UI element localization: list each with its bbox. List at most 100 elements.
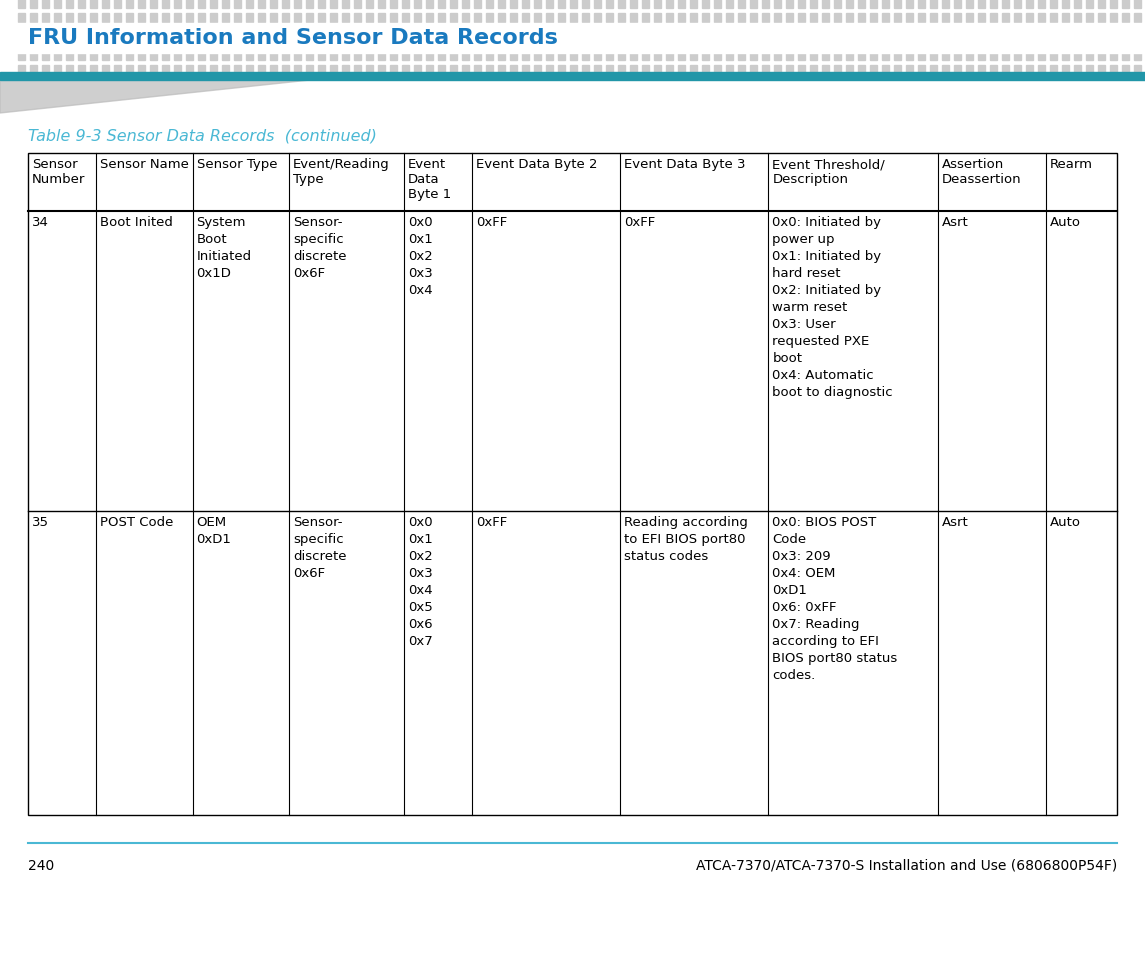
Bar bbox=[42, 0, 49, 9]
Bar bbox=[918, 0, 925, 9]
Bar bbox=[258, 28, 264, 37]
Bar bbox=[294, 66, 301, 75]
Bar bbox=[690, 52, 697, 61]
Text: 0xFF: 0xFF bbox=[476, 516, 507, 529]
Bar bbox=[414, 28, 421, 37]
Bar bbox=[246, 0, 253, 9]
Bar bbox=[354, 52, 361, 61]
Polygon shape bbox=[0, 81, 310, 113]
Bar bbox=[450, 52, 457, 61]
Bar bbox=[90, 66, 97, 75]
Bar bbox=[126, 28, 133, 37]
Bar bbox=[942, 28, 949, 37]
Bar bbox=[42, 14, 49, 23]
Bar bbox=[378, 66, 385, 75]
Bar bbox=[785, 52, 793, 61]
Bar bbox=[114, 0, 121, 9]
Bar bbox=[54, 52, 61, 61]
Bar bbox=[1002, 14, 1009, 23]
Bar bbox=[846, 52, 853, 61]
Text: Event Data Byte 3: Event Data Byte 3 bbox=[624, 158, 745, 171]
Bar bbox=[1039, 0, 1045, 9]
Bar bbox=[90, 14, 97, 23]
Bar bbox=[282, 0, 289, 9]
Bar bbox=[678, 28, 685, 37]
Bar bbox=[774, 14, 781, 23]
Bar bbox=[702, 52, 709, 61]
Bar bbox=[366, 14, 373, 23]
Bar bbox=[30, 66, 37, 75]
Bar bbox=[390, 66, 397, 75]
Bar bbox=[78, 66, 85, 75]
Bar bbox=[198, 0, 205, 9]
Bar bbox=[582, 0, 589, 9]
Bar bbox=[150, 28, 157, 37]
Bar bbox=[426, 0, 433, 9]
Bar bbox=[546, 66, 553, 75]
Bar bbox=[990, 52, 997, 61]
Bar bbox=[774, 66, 781, 75]
Bar bbox=[1050, 0, 1057, 9]
Bar bbox=[414, 52, 421, 61]
Bar bbox=[366, 0, 373, 9]
Text: Event Data Byte 2: Event Data Byte 2 bbox=[476, 158, 598, 171]
Bar bbox=[810, 66, 818, 75]
Bar bbox=[1002, 0, 1009, 9]
Bar bbox=[763, 52, 769, 61]
Bar bbox=[139, 66, 145, 75]
Bar bbox=[54, 0, 61, 9]
Bar bbox=[594, 28, 601, 37]
Text: 0x0
0x1
0x2
0x3
0x4: 0x0 0x1 0x2 0x3 0x4 bbox=[408, 215, 433, 296]
Bar bbox=[282, 66, 289, 75]
Bar bbox=[1085, 28, 1093, 37]
Bar bbox=[558, 52, 564, 61]
Bar bbox=[1098, 66, 1105, 75]
Bar bbox=[534, 28, 540, 37]
Bar bbox=[954, 0, 961, 9]
Bar bbox=[150, 66, 157, 75]
Bar bbox=[714, 66, 721, 75]
Bar bbox=[174, 52, 181, 61]
Bar bbox=[342, 66, 349, 75]
Bar bbox=[522, 0, 529, 9]
Bar bbox=[246, 14, 253, 23]
Bar bbox=[882, 52, 889, 61]
Bar bbox=[210, 14, 218, 23]
Bar bbox=[522, 66, 529, 75]
Bar bbox=[222, 14, 229, 23]
Bar bbox=[990, 14, 997, 23]
Bar bbox=[570, 0, 577, 9]
Bar bbox=[78, 52, 85, 61]
Bar bbox=[222, 28, 229, 37]
Bar bbox=[294, 14, 301, 23]
Bar bbox=[906, 66, 913, 75]
Bar bbox=[1002, 52, 1009, 61]
Bar bbox=[618, 28, 625, 37]
Bar bbox=[234, 0, 240, 9]
Bar bbox=[185, 66, 194, 75]
Bar bbox=[774, 28, 781, 37]
Bar bbox=[161, 28, 169, 37]
Bar bbox=[461, 14, 469, 23]
Bar bbox=[546, 28, 553, 37]
Bar bbox=[18, 66, 25, 75]
Bar bbox=[822, 66, 829, 75]
Bar bbox=[185, 28, 194, 37]
Bar bbox=[810, 14, 818, 23]
Bar bbox=[318, 52, 325, 61]
Bar bbox=[150, 14, 157, 23]
Bar bbox=[990, 0, 997, 9]
Bar bbox=[30, 28, 37, 37]
Bar bbox=[1085, 52, 1093, 61]
Bar bbox=[342, 0, 349, 9]
Bar bbox=[763, 14, 769, 23]
Text: Auto: Auto bbox=[1050, 215, 1081, 229]
Bar bbox=[966, 66, 973, 75]
Bar bbox=[714, 0, 721, 9]
Bar bbox=[1074, 52, 1081, 61]
Bar bbox=[846, 28, 853, 37]
Bar bbox=[1085, 14, 1093, 23]
Bar bbox=[1063, 52, 1069, 61]
Bar bbox=[1039, 52, 1045, 61]
Bar bbox=[739, 28, 745, 37]
